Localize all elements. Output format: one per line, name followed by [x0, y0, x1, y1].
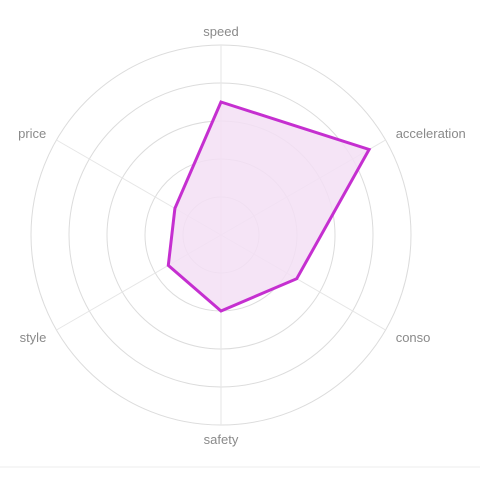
axis-label-price: price	[18, 126, 46, 141]
axis-label-style: style	[20, 330, 47, 345]
axis-label-acceleration: acceleration	[396, 126, 466, 141]
axis-labels: speed acceleration conso safety style price	[18, 24, 466, 447]
axis-label-safety: safety	[204, 432, 239, 447]
series-layer	[166, 100, 372, 313]
axis-label-speed: speed	[203, 24, 238, 39]
series-area-0	[166, 100, 372, 313]
axis-label-conso: conso	[396, 330, 431, 345]
